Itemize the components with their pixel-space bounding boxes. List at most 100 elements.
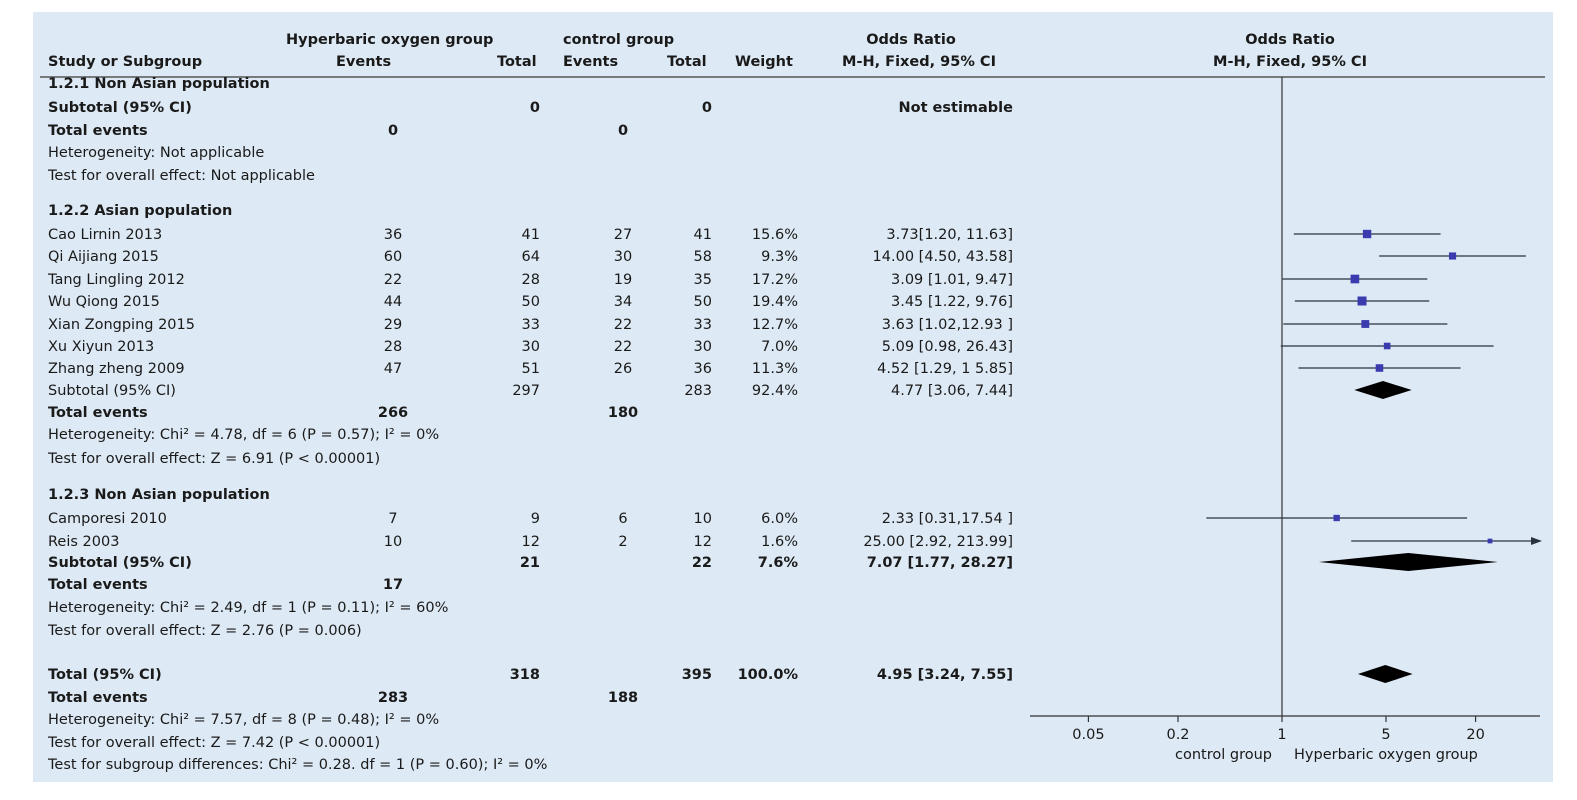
- row-label: 1.2.2 Asian population: [48, 203, 232, 219]
- weight-cell: 19.4%: [752, 294, 798, 310]
- total2-cell: 35: [694, 272, 712, 288]
- total2-cell: 10: [694, 511, 712, 527]
- table-rows: 1.2.1 Non Asian population Subtotal (95% …: [47, 76, 1013, 773]
- group2-header: control group: [563, 32, 674, 48]
- events2-cell: 6: [618, 511, 627, 527]
- point-estimate-marker: [1361, 320, 1370, 328]
- total1-cell: 64: [522, 249, 540, 265]
- weight-cell: 9.3%: [761, 249, 798, 265]
- events1-cell: 29: [384, 317, 402, 333]
- events1-cell: 36: [384, 227, 402, 243]
- events1-cell: 17: [383, 577, 403, 593]
- events1-cell: 28: [384, 339, 402, 355]
- row-label: Test for overall effect: Z = 7.42 (P < 0…: [47, 735, 380, 751]
- row-label: Xian Zongping 2015: [48, 317, 195, 333]
- events2-cell: 188: [608, 690, 638, 706]
- or-ci-cell: 3.63 [1.02,12.93 ]: [882, 317, 1013, 333]
- weight-cell: 100.0%: [738, 667, 799, 683]
- point-estimate-marker: [1448, 252, 1457, 260]
- row-label: Test for overall effect: Not applicable: [47, 168, 315, 184]
- total1-cell: 0: [530, 100, 540, 116]
- total2-cell: 395: [682, 667, 712, 683]
- total1-cell: 12: [522, 534, 540, 550]
- row-label: Test for overall effect: Z = 2.76 (P = 0…: [47, 623, 362, 639]
- events1-cell: 60: [384, 249, 402, 265]
- point-estimate-marker: [1357, 296, 1367, 306]
- x-tick-label: 5: [1381, 727, 1390, 743]
- or-ci-cell: 2.33 [0.31,17.54 ]: [882, 511, 1013, 527]
- row-label: Subtotal (95% CI): [48, 100, 192, 116]
- total1-cell: 21: [520, 555, 540, 571]
- total1-cell: 51: [522, 361, 540, 377]
- row-label: Heterogeneity: Not applicable: [48, 145, 264, 161]
- or-ci-cell: 3.09 [1.01, 9.47]: [891, 272, 1013, 288]
- plot-method-header: M-H, Fixed, 95% CI: [1213, 54, 1367, 70]
- total1-cell: 318: [510, 667, 540, 683]
- weight-header: Weight: [735, 54, 793, 70]
- row-label: Total (95% CI): [48, 667, 162, 683]
- or-ci-cell: Not estimable: [898, 100, 1013, 116]
- point-estimate-marker: [1362, 229, 1372, 239]
- events2-cell: 34: [614, 294, 632, 310]
- total2-cell: 0: [702, 100, 712, 116]
- total1-cell: 33: [522, 317, 540, 333]
- total2-cell: 58: [694, 249, 712, 265]
- forest-plot-panel: [33, 12, 1553, 782]
- point-estimate-marker: [1350, 274, 1360, 284]
- row-label: Xu Xiyun 2013: [48, 339, 154, 355]
- events1-cell: 47: [384, 361, 402, 377]
- x-tick-label: 0.2: [1166, 727, 1189, 743]
- total2-cell: 12: [694, 534, 712, 550]
- total2-cell: 283: [684, 383, 712, 399]
- total2-cell: 33: [694, 317, 712, 333]
- favours-right-label: Hyperbaric oxygen group: [1294, 747, 1478, 763]
- events1-cell: 22: [384, 272, 402, 288]
- total2-header: Total: [667, 54, 707, 70]
- row-label: Test for overall effect: Z = 6.91 (P < 0…: [47, 451, 380, 467]
- row-label: Qi Aijiang 2015: [48, 249, 159, 265]
- point-estimate-marker: [1487, 538, 1493, 544]
- or-ci-cell: 4.52 [1.29, 1 5.85]: [877, 361, 1013, 377]
- point-estimate-marker: [1383, 342, 1391, 350]
- events2-header: Events: [563, 54, 618, 70]
- row-label: 1.2.3 Non Asian population: [48, 487, 270, 503]
- row-label: Reis 2003: [48, 534, 119, 550]
- events1-cell: 0: [388, 123, 398, 139]
- events2-cell: 26: [614, 361, 632, 377]
- row-label: Subtotal (95% CI): [48, 555, 192, 571]
- or-method-header: M-H, Fixed, 95% CI: [842, 54, 996, 70]
- point-estimate-marker: [1375, 364, 1384, 372]
- row-label: Subtotal (95% CI): [48, 383, 176, 399]
- weight-cell: 92.4%: [752, 383, 798, 399]
- weight-cell: 12.7%: [752, 317, 798, 333]
- row-label: Test for subgroup differences: Chi² = 0.…: [47, 757, 547, 773]
- weight-cell: 6.0%: [761, 511, 798, 527]
- row-label: Heterogeneity: Chi² = 4.78, df = 6 (P = …: [48, 427, 439, 443]
- or-column-title: Odds Ratio: [866, 32, 956, 48]
- point-estimate-marker: [1333, 514, 1340, 522]
- row-label: 1.2.1 Non Asian population: [48, 76, 270, 92]
- total2-cell: 50: [694, 294, 712, 310]
- x-tick-label: 1: [1277, 727, 1286, 743]
- total2-cell: 36: [694, 361, 712, 377]
- events1-cell: 283: [378, 690, 408, 706]
- ci-arrow: [1531, 537, 1542, 545]
- row-label: Wu Qiong 2015: [48, 294, 160, 310]
- events2-cell: 30: [614, 249, 632, 265]
- row-label: Cao Lirnin 2013: [48, 227, 162, 243]
- row-label: Total events: [48, 123, 148, 139]
- favours-left-label: control group: [1175, 747, 1272, 763]
- weight-cell: 17.2%: [752, 272, 798, 288]
- summary-diamond: [1354, 381, 1412, 399]
- total1-header: Total: [497, 54, 537, 70]
- or-ci-cell: 25.00 [2.92, 213.99]: [863, 534, 1013, 550]
- weight-cell: 7.0%: [761, 339, 798, 355]
- row-label: Total events: [48, 405, 148, 421]
- or-ci-cell: 7.07 [1.77, 28.27]: [867, 555, 1013, 571]
- events2-cell: 22: [614, 317, 632, 333]
- or-ci-cell: 3.73[1.20, 11.63]: [886, 227, 1013, 243]
- events2-cell: 27: [614, 227, 632, 243]
- total2-cell: 30: [694, 339, 712, 355]
- summary-diamond: [1357, 665, 1413, 683]
- summary-diamond: [1318, 553, 1498, 571]
